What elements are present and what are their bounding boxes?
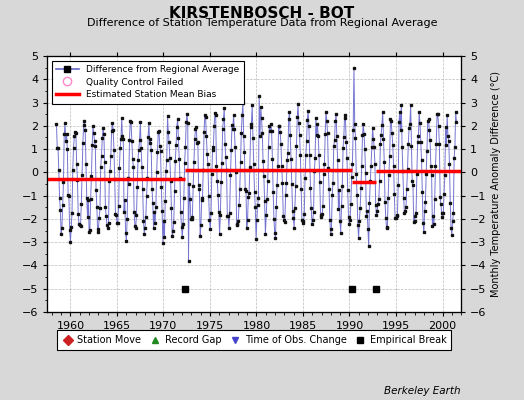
Text: KIRSTENBOSCH - BOT: KIRSTENBOSCH - BOT	[169, 6, 355, 21]
Text: Difference of Station Temperature Data from Regional Average: Difference of Station Temperature Data f…	[87, 18, 437, 28]
Y-axis label: Monthly Temperature Anomaly Difference (°C): Monthly Temperature Anomaly Difference (…	[491, 71, 501, 297]
Legend: Difference from Regional Average, Quality Control Failed, Estimated Station Mean: Difference from Regional Average, Qualit…	[52, 60, 244, 104]
Legend: Station Move, Record Gap, Time of Obs. Change, Empirical Break: Station Move, Record Gap, Time of Obs. C…	[57, 330, 451, 350]
Text: Berkeley Earth: Berkeley Earth	[385, 386, 461, 396]
